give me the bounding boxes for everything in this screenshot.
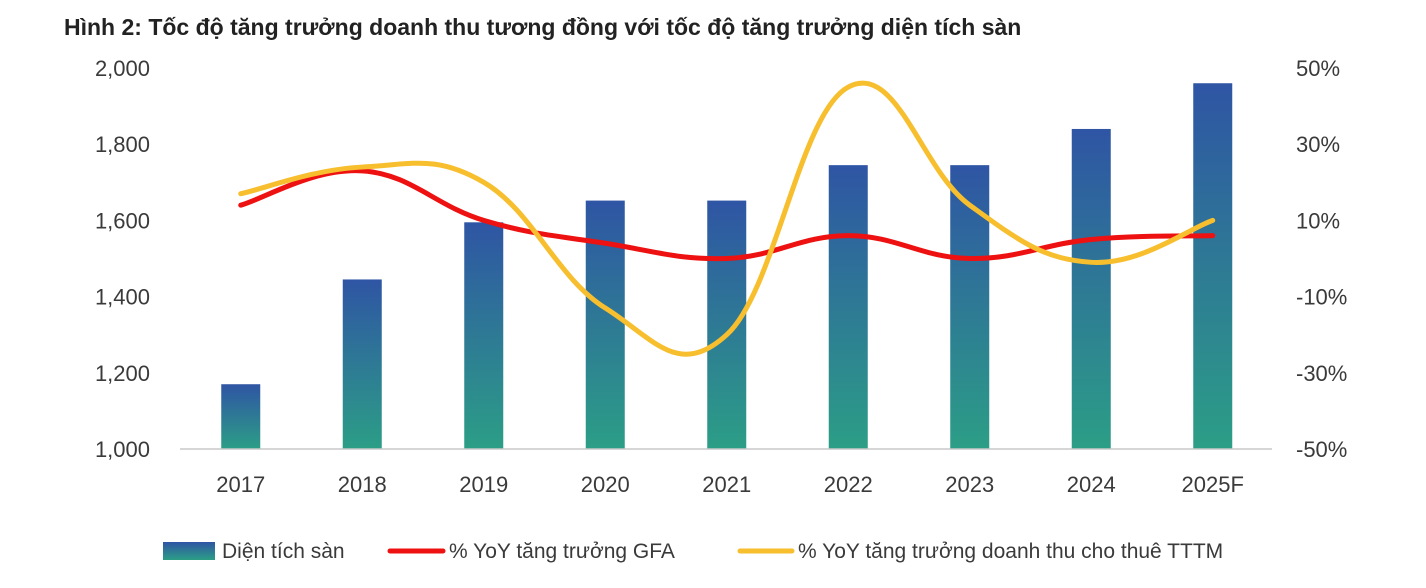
bar-2019 bbox=[464, 222, 504, 449]
left-tick-label: 1,000 bbox=[95, 437, 150, 462]
right-tick-label: 50% bbox=[1296, 56, 1340, 81]
x-tick-label: 2025F bbox=[1182, 472, 1244, 497]
right-tick-label: -10% bbox=[1296, 285, 1347, 310]
x-axis-labels: 2017 2018 2019 2020 2021 2022 2023 2024 2025F bbox=[216, 472, 1244, 497]
left-tick-label: 1,800 bbox=[95, 132, 150, 157]
x-tick-label: 2021 bbox=[702, 472, 751, 497]
line-gfa-growth bbox=[238, 168, 1216, 262]
right-axis: -50% -30% -10% 10% 30% 50% bbox=[1296, 56, 1347, 462]
right-tick-label: 10% bbox=[1296, 208, 1340, 233]
x-tick-label: 2017 bbox=[216, 472, 265, 497]
line-series bbox=[238, 80, 1216, 357]
bar-2024 bbox=[1071, 128, 1111, 449]
left-axis: 1,000 1,200 1,400 1,600 1,800 2,000 bbox=[95, 56, 150, 462]
left-tick-label: 1,600 bbox=[95, 208, 150, 233]
legend-swatch-floor-area bbox=[163, 542, 215, 560]
left-tick-label: 2,000 bbox=[95, 56, 150, 81]
bar-series bbox=[221, 83, 1233, 450]
bar-2025F bbox=[1193, 83, 1233, 450]
bar-2020 bbox=[585, 200, 625, 449]
legend-label-gfa: % YoY tăng trưởng GFA bbox=[449, 540, 675, 563]
bar-2017 bbox=[221, 384, 261, 449]
right-tick-label: 30% bbox=[1296, 132, 1340, 157]
chart-title: Hình 2: Tốc độ tăng trưởng doanh thu tươ… bbox=[64, 14, 1021, 40]
x-tick-label: 2018 bbox=[338, 472, 387, 497]
bar-2021 bbox=[707, 200, 747, 449]
right-tick-label: -50% bbox=[1296, 437, 1347, 462]
bar-2018 bbox=[342, 279, 382, 449]
left-tick-label: 1,400 bbox=[95, 285, 150, 310]
legend-label-revenue: % YoY tăng trưởng doanh thu cho thuê TTT… bbox=[798, 540, 1223, 563]
x-tick-label: 2024 bbox=[1067, 472, 1116, 497]
x-tick-label: 2020 bbox=[581, 472, 630, 497]
line-revenue-growth bbox=[238, 80, 1216, 357]
x-tick-label: 2019 bbox=[459, 472, 508, 497]
right-tick-label: -30% bbox=[1296, 361, 1347, 386]
legend-label-floor-area: Diện tích sàn bbox=[222, 540, 345, 563]
legend: Diện tích sàn % YoY tăng trưởng GFA % Yo… bbox=[163, 540, 1223, 563]
x-tick-label: 2023 bbox=[945, 472, 994, 497]
left-tick-label: 1,200 bbox=[95, 361, 150, 386]
bar-2022 bbox=[828, 165, 868, 449]
x-tick-label: 2022 bbox=[824, 472, 873, 497]
